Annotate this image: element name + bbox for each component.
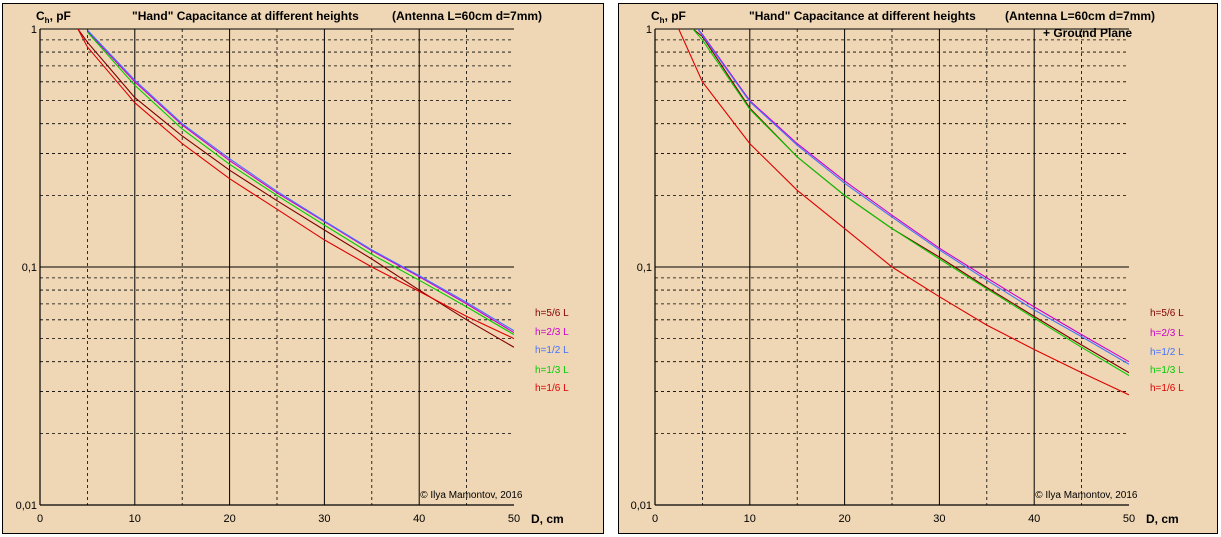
x-tick-label: 50 <box>1123 513 1135 525</box>
legend-entry: h=2/3 L <box>535 327 569 338</box>
series-group <box>678 29 1129 396</box>
chart-title: "Hand" Capacitance at different heights <box>749 9 976 23</box>
series-line-2 <box>697 29 1129 363</box>
legend-entry: h=1/3 L <box>1150 365 1184 376</box>
y-axis-label-sub: h <box>660 16 665 25</box>
y-axis-label-unit: , pF <box>665 9 686 23</box>
series-line-4 <box>692 29 1129 376</box>
chart-panel-2: 0 10 20 30 40 50 0,01 0,1 1Ch, pF D, cm "Hand" Cap… <box>618 3 1218 534</box>
x-tick-label: 0 <box>652 513 658 525</box>
legend-entry: h=5/6 L <box>535 308 569 319</box>
x-tick-label: 0 <box>37 513 43 525</box>
series-line-2 <box>86 30 514 334</box>
x-tick-label: 20 <box>223 513 235 525</box>
y-axis-label: Ch, pF <box>651 9 686 25</box>
y-axis-label-main: C <box>36 9 45 23</box>
series-line-4 <box>86 31 514 336</box>
chart-panel-background <box>618 3 1218 534</box>
y-tick-label: 0,01 <box>16 500 37 512</box>
grid <box>40 28 514 505</box>
legend-entry: h=1/3 L <box>535 365 569 376</box>
y-tick-label: 1 <box>31 24 37 36</box>
x-tick-label: 10 <box>744 513 756 525</box>
x-tick-label: 10 <box>129 513 141 525</box>
y-tick-label: 0,1 <box>637 262 652 274</box>
chart-subtitle: (Antenna L=60cm d=7mm) <box>1005 9 1155 23</box>
y-axis-label-unit: , pF <box>50 9 71 23</box>
grid <box>655 28 1129 505</box>
x-tick-label: 50 <box>508 513 520 525</box>
series-line-3 <box>697 29 1129 365</box>
x-tick-label: 40 <box>413 513 425 525</box>
y-tick-label: 1 <box>646 24 652 36</box>
x-tick-label: 40 <box>1028 513 1040 525</box>
legend-entry: h=1/2 L <box>1150 347 1184 358</box>
x-axis-label: D, cm <box>531 512 564 526</box>
copyright-text: © Ilya Mamontov, 2016 <box>1035 490 1138 501</box>
y-tick-label: 0,01 <box>631 500 652 512</box>
x-tick-label: 30 <box>318 513 330 525</box>
series-line-5 <box>678 29 1129 396</box>
series-group <box>77 29 514 348</box>
chart-subtitle: (Antenna L=60cm d=7mm) <box>392 9 542 23</box>
y-axis-label-sub: h <box>45 16 50 25</box>
chart-panel-background <box>2 3 604 534</box>
y-axis-label-main: C <box>651 9 660 23</box>
legend-entry: h=5/6 L <box>1150 308 1184 319</box>
copyright-text: © Ilya Mamontov, 2016 <box>420 490 523 501</box>
series-line-5 <box>77 29 514 340</box>
legend-entry: h=1/6 L <box>1150 383 1184 394</box>
chart-panel-1: 0 10 20 30 40 50 0,01 0,1 1Ch, pF D, cm "Hand" Cap… <box>2 3 604 534</box>
chart-title: "Hand" Capacitance at different heights <box>132 9 359 23</box>
y-tick-label: 0,1 <box>22 262 37 274</box>
legend-entry: h=1/6 L <box>535 383 569 394</box>
legend-entry: h=1/2 L <box>535 345 569 356</box>
x-tick-label: 20 <box>838 513 850 525</box>
legend-entry: h=2/3 L <box>1150 328 1184 339</box>
x-axis-label: D, cm <box>1146 512 1179 526</box>
x-tick-label: 30 <box>933 513 945 525</box>
chart-subtitle-2: + Ground Plane <box>1043 26 1132 40</box>
series-line-3 <box>87 29 514 332</box>
y-axis-label: Ch, pF <box>36 9 71 25</box>
